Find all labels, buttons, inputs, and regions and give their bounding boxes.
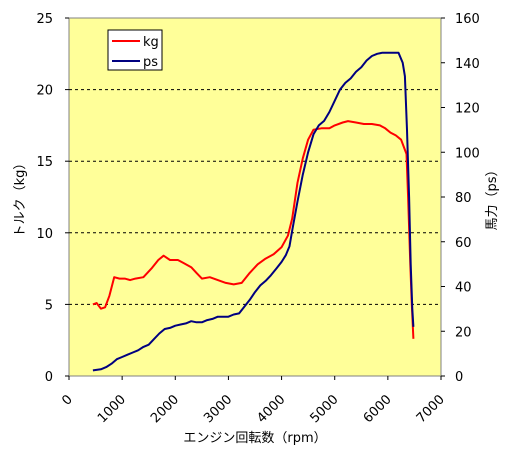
- right-tick-label: 160: [455, 12, 480, 27]
- right-tick-label: 20: [455, 325, 472, 340]
- x-axis-title: エンジン回転数（rpm）: [183, 431, 326, 446]
- legend: kg ps: [107, 29, 163, 71]
- legend-box: [107, 29, 163, 71]
- x-tick-label: 3000: [201, 392, 235, 426]
- left-tick-label: 0: [45, 370, 53, 385]
- left-tick-label: 5: [45, 298, 53, 313]
- legend-label-kg: kg: [143, 35, 159, 50]
- series-line-ps: [92, 51, 415, 372]
- series-lines: [92, 51, 415, 372]
- left-tick-label: 10: [36, 227, 53, 242]
- plot-area-background: [68, 17, 442, 377]
- x-tick-label: 2000: [148, 392, 182, 426]
- right-tick-label: 60: [455, 236, 472, 251]
- right-tick-label: 80: [455, 191, 472, 206]
- x-tick-label: 6000: [361, 392, 395, 426]
- right-tick-label: 0: [455, 370, 463, 385]
- left-tick-label: 15: [36, 155, 53, 170]
- right-tick-label: 140: [455, 57, 480, 72]
- left-y-axis-title: トルク（kg）: [13, 157, 28, 238]
- x-tick-label: 7000: [414, 392, 448, 426]
- left-tick-label: 25: [36, 12, 53, 27]
- x-tick-label: 4000: [254, 392, 288, 426]
- right-tick-label: 40: [455, 281, 472, 296]
- x-tick-label: 5000: [308, 392, 342, 426]
- x-tick-label: 1000: [95, 392, 129, 426]
- legend-label-ps: ps: [143, 55, 158, 70]
- left-tick-label: 20: [36, 84, 53, 99]
- gridlines: [69, 89, 441, 305]
- right-y-axis-title: 馬力（ps）: [485, 163, 500, 230]
- series-line-kg: [92, 120, 415, 339]
- x-tick-label: 0: [59, 392, 75, 408]
- right-tick-label: 120: [455, 102, 480, 117]
- right-tick-label: 100: [455, 146, 480, 161]
